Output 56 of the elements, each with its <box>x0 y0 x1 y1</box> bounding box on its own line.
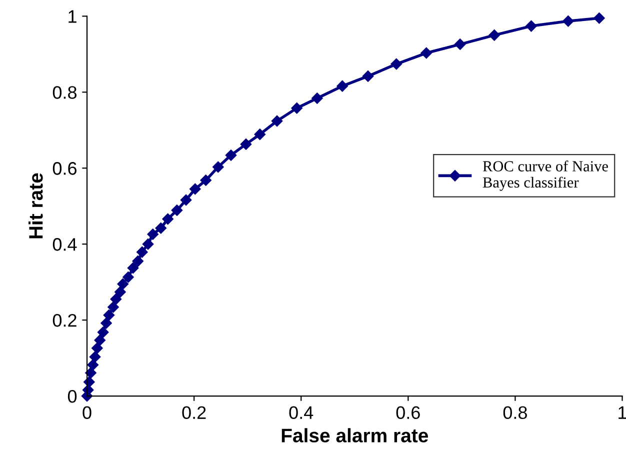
x-tick-label: 0.8 <box>503 406 527 420</box>
point <box>162 213 174 225</box>
x-tick-label: 0.4 <box>289 406 314 420</box>
y-tick-label: 0 <box>68 390 77 403</box>
point <box>108 302 119 313</box>
point <box>103 310 115 321</box>
point <box>336 80 348 92</box>
y-axis-title: Hit rate <box>28 173 43 238</box>
point <box>190 183 201 195</box>
point <box>488 30 500 41</box>
point <box>147 228 158 240</box>
point <box>312 92 323 104</box>
point <box>89 351 101 363</box>
point <box>291 102 302 114</box>
point <box>114 286 126 298</box>
point <box>271 115 283 127</box>
point <box>200 174 212 186</box>
point <box>254 128 266 140</box>
x-tick-label: 0.6 <box>396 406 420 420</box>
point <box>85 367 96 378</box>
y-tick-label: 0.6 <box>52 162 76 175</box>
y-tick-label: 0.2 <box>52 314 76 327</box>
point <box>526 20 537 32</box>
point <box>122 272 134 283</box>
point <box>212 161 224 173</box>
point <box>110 294 122 305</box>
y-tick-label: 0.4 <box>52 238 77 251</box>
x-tick-label: 0.2 <box>182 406 206 420</box>
point <box>562 16 574 27</box>
point <box>132 256 144 267</box>
point <box>180 194 192 206</box>
point <box>155 222 166 234</box>
y-tick-label: 0.8 <box>52 86 77 99</box>
y-tick-label: 1 <box>68 10 76 23</box>
x-axis-title: False alarm rate <box>282 428 428 442</box>
point <box>97 326 109 338</box>
point <box>100 317 112 329</box>
point <box>362 70 374 82</box>
point <box>127 262 139 274</box>
legend-label: ROC curve of Naive Bayes classifier <box>482 160 608 191</box>
point <box>225 150 237 161</box>
point <box>171 204 183 216</box>
x-tick-label: 0 <box>82 406 92 420</box>
point <box>390 58 402 70</box>
point <box>142 238 154 250</box>
point <box>594 12 605 24</box>
point <box>117 278 128 290</box>
point <box>84 376 95 388</box>
point <box>240 138 252 150</box>
x-tick-label: 1 <box>618 406 626 419</box>
point <box>92 342 103 354</box>
point <box>136 246 148 258</box>
point <box>87 359 99 370</box>
point <box>454 38 466 50</box>
point <box>420 47 432 59</box>
point <box>94 334 106 346</box>
